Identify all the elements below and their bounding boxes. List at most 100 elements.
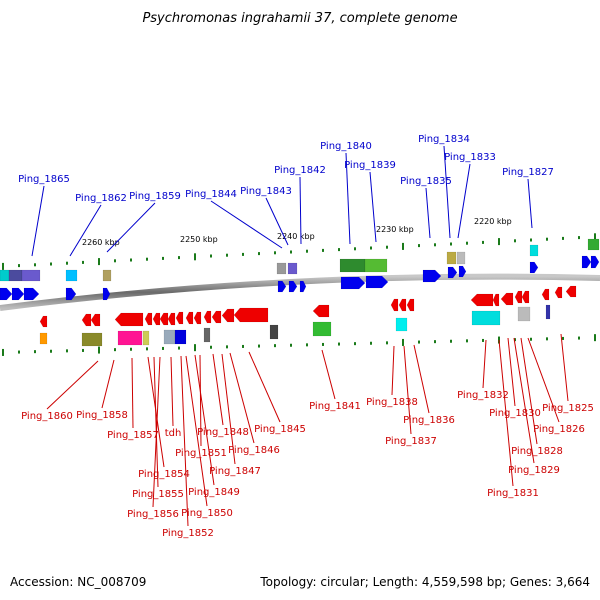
gene-feature	[21, 269, 41, 282]
gene-label: Ping_1836	[403, 415, 455, 426]
scale-tick	[178, 256, 180, 260]
gene-feature	[288, 280, 298, 293]
label-leader	[153, 356, 159, 488]
scale-tick	[402, 242, 404, 250]
label-leader	[221, 353, 236, 465]
gene-feature	[23, 287, 40, 301]
scale-tick	[178, 346, 180, 350]
label-leader	[101, 359, 115, 409]
scale-tick	[578, 336, 580, 340]
scale-tick	[82, 348, 84, 352]
scale-tick	[50, 262, 52, 266]
label-leader	[403, 345, 412, 435]
label-leader	[229, 352, 255, 444]
label-leader	[425, 187, 431, 239]
gene-label: Ping_1834	[418, 134, 470, 145]
gene-label: Ping_1825	[542, 403, 594, 414]
scale-tick	[370, 246, 372, 250]
label-leader	[520, 337, 538, 445]
scale-tick	[258, 252, 260, 256]
gene-label: Ping_1840	[320, 141, 372, 152]
gene-feature	[203, 327, 211, 343]
scale-tick	[2, 262, 4, 270]
label-leader	[106, 202, 156, 253]
scale-tick	[162, 256, 164, 260]
gene-feature	[422, 269, 442, 283]
scale-tick	[434, 340, 436, 344]
label-leader	[170, 356, 174, 427]
label-leader	[527, 337, 560, 423]
label-leader	[443, 145, 451, 239]
scale-tick	[146, 257, 148, 261]
scale-label: 2220 kbp	[474, 217, 512, 226]
scale-tick	[274, 251, 276, 255]
scale-tick	[466, 241, 468, 245]
scale-tick	[18, 350, 20, 354]
gene-feature	[39, 332, 48, 345]
gene-label: Ping_1848	[197, 427, 249, 438]
gene-feature	[299, 280, 307, 293]
gene-label: Ping_1858	[76, 410, 128, 421]
scale-tick	[546, 337, 548, 341]
scale-tick	[242, 252, 244, 256]
label-leader	[527, 178, 533, 229]
scale-tick	[290, 343, 292, 347]
gene-label: Ping_1850	[181, 508, 233, 519]
scale-tick	[194, 253, 196, 261]
scale-tick	[466, 339, 468, 343]
gene-feature	[163, 329, 176, 345]
scale-tick	[450, 242, 452, 246]
gene-feature	[167, 312, 176, 326]
gene-feature	[117, 330, 143, 346]
label-leader	[185, 355, 208, 507]
gene-feature	[193, 311, 202, 325]
gene-feature	[395, 317, 408, 332]
label-leader	[560, 333, 569, 402]
gene-feature	[152, 312, 161, 326]
scale-tick	[370, 341, 372, 345]
scale-tick	[434, 243, 436, 247]
label-leader	[180, 355, 189, 527]
gene-feature	[102, 287, 111, 301]
gene-feature	[269, 324, 279, 340]
gene-feature	[529, 244, 539, 257]
scale-tick	[210, 254, 212, 258]
scale-tick	[210, 345, 212, 349]
gene-feature	[470, 293, 494, 307]
gene-label: Ping_1837	[385, 436, 437, 447]
gene-feature	[514, 290, 523, 304]
gene-label: Ping_1835	[400, 176, 452, 187]
gene-label: Ping_1856	[127, 509, 179, 520]
label-leader	[199, 354, 202, 447]
scale-tick	[306, 249, 308, 253]
gene-label: Ping_1847	[209, 466, 261, 477]
scale-label: 2250 kbp	[180, 235, 218, 244]
gene-feature	[287, 262, 298, 275]
scale-tick	[322, 248, 324, 252]
gene-label: Ping_1833	[444, 152, 496, 163]
scale-tick	[354, 247, 356, 251]
gene-label: Ping_1826	[533, 424, 585, 435]
gene-feature	[233, 307, 269, 323]
gene-feature	[456, 251, 466, 265]
gene-feature	[0, 269, 10, 282]
label-leader-lines	[31, 145, 569, 527]
gene-feature	[90, 313, 101, 327]
gene-feature	[221, 308, 235, 323]
gene-label: Ping_1842	[274, 165, 326, 176]
scale-tick	[98, 346, 100, 354]
gene-label: Ping_1841	[309, 401, 361, 412]
scale-tick	[34, 350, 36, 354]
gene-label: Ping_1830	[489, 408, 541, 419]
gene-feature	[339, 258, 366, 273]
gene-label: Ping_1851	[175, 448, 227, 459]
gene-label: Ping_1831	[487, 488, 539, 499]
gene-feature	[175, 311, 184, 325]
label-leader	[69, 204, 102, 257]
gene-label: Ping_1827	[502, 167, 554, 178]
gene-feature	[446, 251, 457, 265]
gene-feature	[277, 280, 287, 293]
scale-tick	[482, 338, 484, 342]
scale-tick	[130, 258, 132, 262]
